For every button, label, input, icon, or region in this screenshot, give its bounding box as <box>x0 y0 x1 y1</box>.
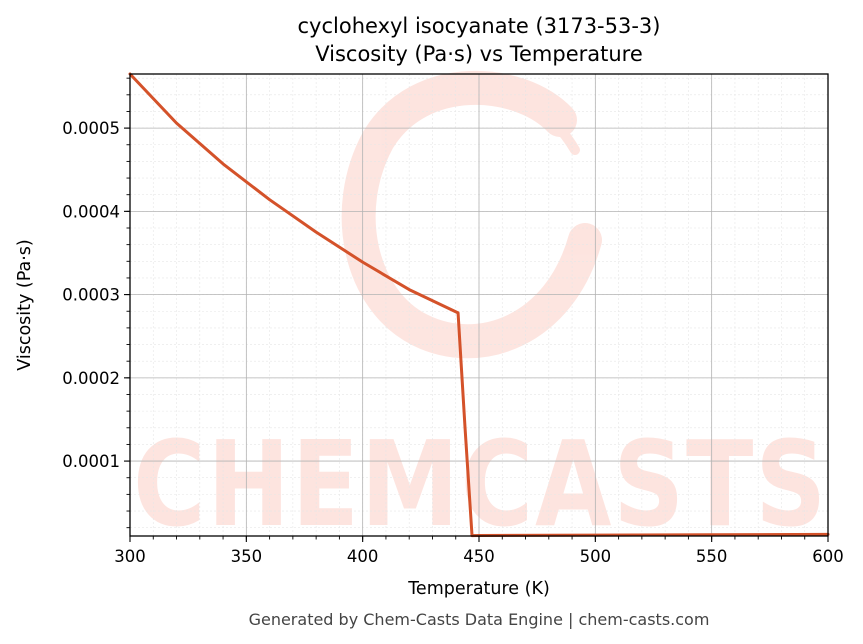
x-tick-label: 300 <box>114 547 146 566</box>
x-axis: 300 350 400 450 500 550 600 <box>114 536 844 566</box>
x-tick-label: 350 <box>231 547 263 566</box>
viscosity-series-line <box>128 72 830 538</box>
x-tick-label: 400 <box>347 547 379 566</box>
series-layer <box>128 72 830 538</box>
x-tick-label: 500 <box>580 547 612 566</box>
y-tick-label: 0.0003 <box>62 286 120 305</box>
watermark-text: CHEMCASTS <box>133 415 828 553</box>
y-tick-label: 0.0002 <box>62 369 120 388</box>
x-tick-label: 600 <box>812 547 844 566</box>
x-axis-label: Temperature (K) <box>407 579 550 599</box>
x-tick-label: 550 <box>696 547 728 566</box>
chart-subtitle: Viscosity (Pa·s) vs Temperature <box>315 42 643 66</box>
watermark-logo: CHEMCASTS <box>133 71 828 553</box>
y-tick-label: 0.0004 <box>62 202 120 221</box>
y-tick-label: 0.0005 <box>62 119 120 138</box>
footer-credit: Generated by Chem-Casts Data Engine | ch… <box>249 610 710 629</box>
y-tick-label: 0.0001 <box>62 452 120 471</box>
y-axis: 0.0001 0.0002 0.0003 0.0004 0.0005 <box>62 77 130 529</box>
y-axis-label: Viscosity (Pa·s) <box>15 239 35 370</box>
chart-title: cyclohexyl isocyanate (3173-53-3) <box>298 14 661 38</box>
x-tick-label: 450 <box>463 547 495 566</box>
